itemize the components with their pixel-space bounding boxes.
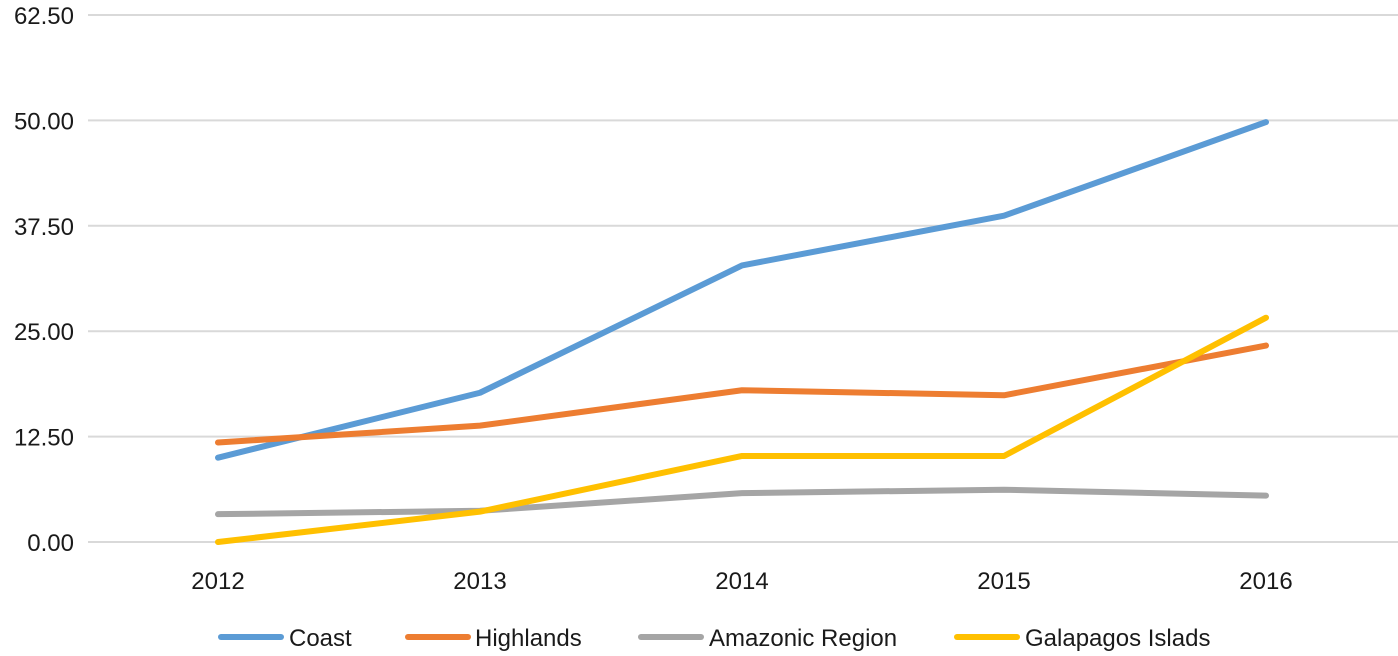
x-tick-label: 2016 (1239, 568, 1292, 595)
legend: Coast Highlands Amazonic Region Galapagos I… (218, 625, 1210, 652)
y-tick-label: 50.00 (14, 108, 74, 135)
y-tick-label: 62.50 (14, 3, 74, 30)
series-lines (215, 119, 1269, 545)
series-line-highlands (215, 342, 1269, 446)
gridlines (88, 14, 1398, 543)
x-tick-label: 2013 (453, 568, 506, 595)
x-tick-label: 2014 (715, 568, 768, 595)
y-tick-label: 25.00 (14, 319, 74, 346)
y-tick-label: 37.50 (14, 214, 74, 241)
y-tick-label: 0.00 (27, 530, 74, 557)
series-line-galapagos-islads (215, 314, 1269, 545)
x-axis-ticks: 2012 2013 2014 2015 2016 (191, 568, 1292, 595)
y-tick-label: 12.50 (14, 425, 74, 452)
series-line-amazonic-region (215, 486, 1269, 518)
y-axis-ticks: 0.00 12.50 25.00 37.50 50.00 62.50 (14, 3, 74, 557)
legend-label-highlands: Highlands (475, 625, 582, 652)
x-tick-label: 2015 (977, 568, 1030, 595)
series-line-coast (215, 119, 1269, 461)
legend-label-coast: Coast (289, 625, 352, 652)
legend-label-amazonic-region: Amazonic Region (709, 625, 897, 652)
legend-label-galapagos-islads: Galapagos Islads (1025, 625, 1210, 652)
x-tick-label: 2012 (191, 568, 244, 595)
